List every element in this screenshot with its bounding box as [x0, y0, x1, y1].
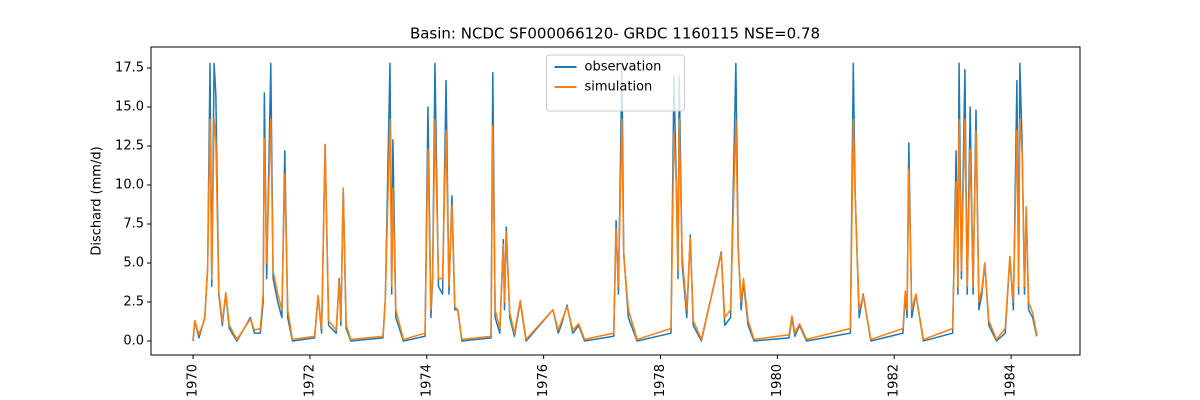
legend-label: simulation [585, 80, 653, 95]
x-tick-label: 1972 [302, 364, 317, 397]
x-tick-label: 1984 [1004, 364, 1019, 397]
plot-frame [150, 46, 1081, 356]
y-tick-label: 15.0 [115, 100, 144, 115]
x-tick-label: 1970 [186, 364, 201, 397]
y-tick-label: 0.0 [123, 333, 144, 348]
y-tick-label: 2.5 [123, 294, 144, 309]
x-tick-label: 1982 [887, 364, 902, 397]
legend-box [546, 54, 685, 112]
x-tick-label: 1974 [419, 364, 434, 397]
y-tick-label: 17.5 [115, 61, 144, 76]
y-tick-label: 5.0 [123, 255, 144, 270]
y-tick-label: 12.5 [115, 139, 144, 154]
y-tick-label: 10.0 [115, 178, 144, 193]
series-line [192, 118, 1038, 341]
chart-title: Basin: NCDC SF000066120- GRDC 1160115 NS… [410, 25, 820, 43]
y-axis-label: Dischard (mm/d) [90, 146, 105, 255]
x-tick-label: 1980 [770, 364, 785, 397]
x-tick-label: 1978 [653, 364, 668, 397]
y-tick-label: 7.5 [123, 217, 144, 232]
legend-label: observation [585, 60, 662, 75]
x-tick-label: 1976 [536, 364, 551, 397]
